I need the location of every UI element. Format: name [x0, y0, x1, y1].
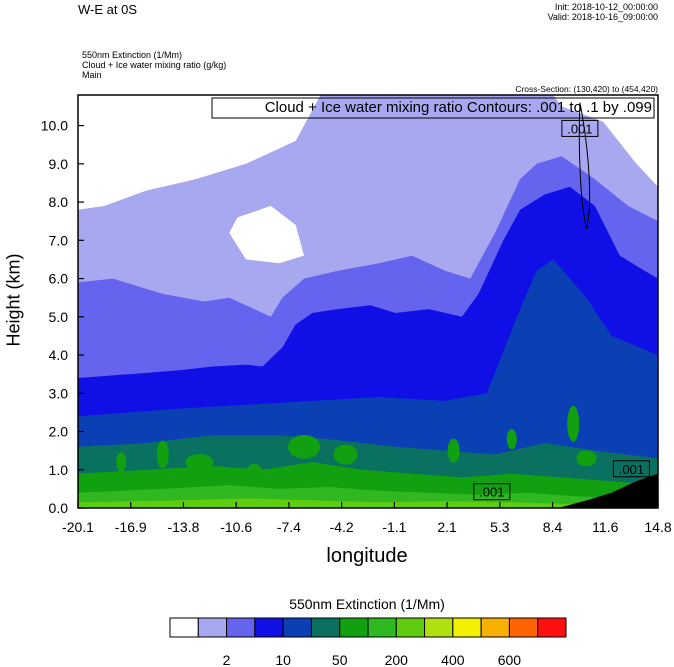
- colorbar-swatch: [339, 617, 369, 638]
- colorbar-swatch: [395, 617, 426, 638]
- valid-time: Valid: 2018-10-16_09:00:00: [547, 12, 658, 22]
- x-axis-label: longitude: [326, 545, 408, 567]
- colorbar-swatch: [282, 617, 312, 638]
- colorbar-swatch: [226, 617, 256, 638]
- y-tick-label: 9.0: [49, 156, 69, 172]
- chart-title: Cloud + Ice water mixing ratio Contours:…: [265, 99, 652, 116]
- plot-frame: [77, 94, 659, 509]
- x-tick-label: -20.1: [62, 519, 94, 535]
- cloud-blob: [116, 452, 127, 473]
- colorbar-label: 600: [498, 652, 522, 667]
- init-time: Init: 2018-10-12_00:00:00: [554, 2, 658, 12]
- clear-pocket: [229, 205, 304, 264]
- colorbar-title: 550nm Extinction (1/Mm): [289, 596, 445, 612]
- time-info: Init: 2018-10-12_00:00:00 Valid: 2018-10…: [548, 2, 658, 22]
- extinction-field: [78, 95, 658, 508]
- cloud-blob: [506, 429, 517, 450]
- colorbar-swatch: [537, 617, 567, 638]
- contour-label-box: [561, 119, 599, 137]
- colorbar-swatch: [424, 617, 454, 638]
- colorbar-label: 200: [385, 652, 409, 667]
- cloud-blob: [447, 438, 460, 463]
- colorbar-swatch: [480, 617, 510, 638]
- chart-title-box: [211, 97, 655, 119]
- y-tick-label: 8.0: [49, 194, 69, 210]
- x-tick-label: 11.6: [592, 519, 618, 535]
- field-list: 550nm Extinction (1/Mm) Cloud + Ice wate…: [82, 50, 226, 80]
- contour-label-box: [612, 460, 650, 478]
- y-axis-label: Height (km): [3, 253, 24, 347]
- contour-label-box: [473, 483, 511, 501]
- field-mixing-ratio: Cloud + Ice water mixing ratio (g/kg): [82, 60, 227, 70]
- cloud-blob: [288, 434, 321, 459]
- y-tick-label: 4.0: [49, 347, 69, 363]
- x-tick-label: 14.8: [644, 519, 671, 535]
- terrain: [558, 473, 658, 508]
- cloud-blob: [333, 444, 358, 465]
- contour-label: .001: [479, 485, 504, 500]
- colorbar-label: 10: [275, 652, 291, 667]
- cloud-blob: [246, 463, 263, 484]
- colorbar-label: 400: [441, 652, 465, 667]
- y-tick-label: 7.0: [49, 232, 69, 248]
- y-tick-label: 5.0: [49, 309, 69, 325]
- x-tick-label: -13.8: [167, 519, 199, 535]
- colorbar-swatch: [452, 617, 482, 638]
- contour-line: [578, 102, 591, 229]
- y-tick-label: 1.0: [49, 462, 69, 478]
- plot-title: W-E at 0S: [78, 2, 138, 17]
- cloud-blob: [567, 405, 580, 442]
- colorbar-swatch: [367, 617, 397, 638]
- field-main: Main: [82, 70, 102, 80]
- colorbar-swatch: [197, 617, 228, 638]
- colorbar-label: 50: [332, 652, 348, 667]
- cloud-blob: [576, 450, 597, 467]
- x-tick-label: 5.3: [490, 519, 510, 535]
- x-tick-label: -1.1: [382, 519, 406, 535]
- x-tick-label: 8.4: [543, 519, 563, 535]
- band-400: [78, 498, 658, 508]
- contour-label: .001: [567, 121, 592, 136]
- x-tick-label: 2.1: [437, 519, 457, 535]
- x-tick-label: -7.4: [277, 519, 301, 535]
- colorbar-swatch: [254, 617, 284, 638]
- field-extinction: 550nm Extinction (1/Mm): [82, 50, 183, 60]
- cloud-blob: [156, 440, 169, 469]
- y-tick-label: 6.0: [49, 271, 69, 287]
- y-tick-label: 2.0: [49, 424, 69, 440]
- colorbar-swatch: [169, 617, 199, 638]
- x-tick-label: -4.2: [330, 519, 354, 535]
- colorbar-label: 2: [223, 652, 231, 667]
- x-tick-label: -16.9: [115, 519, 147, 535]
- contour-label: .001: [619, 462, 644, 477]
- colorbar-swatch: [508, 617, 539, 638]
- cross-section-label: Cross-Section: (130,420) to (454,420): [515, 84, 658, 94]
- colorbar-swatch: [310, 617, 341, 638]
- y-tick-label: 0.0: [49, 500, 69, 516]
- x-tick-label: -10.6: [220, 519, 252, 535]
- y-tick-label: 3.0: [49, 385, 69, 401]
- cloud-blob: [185, 454, 214, 471]
- y-tick-label: 10.0: [41, 118, 68, 134]
